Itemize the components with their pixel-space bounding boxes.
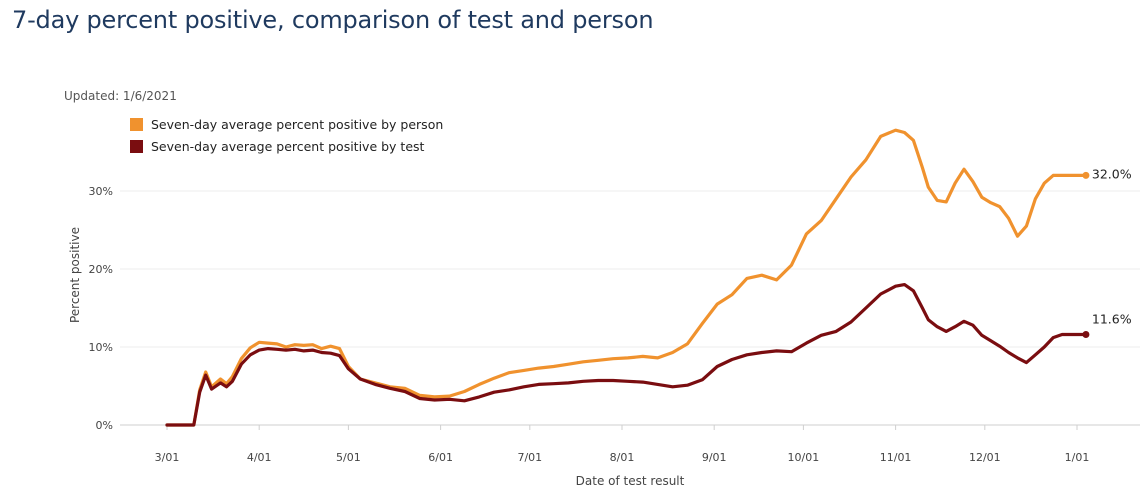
legend-label-person[interactable]: Seven-day average percent positive by pe… — [151, 117, 443, 132]
page-title: 7-day percent positive, comparison of te… — [12, 6, 654, 34]
x-tick-label: 6/01 — [428, 451, 453, 464]
updated-label: Updated: 1/6/2021 — [64, 89, 177, 103]
end-point-test — [1082, 331, 1090, 339]
y-tick-label: 30% — [89, 185, 113, 198]
legend-swatch-person — [130, 118, 143, 131]
x-tick-label: 12/01 — [969, 451, 1001, 464]
series-line-test — [165, 283, 1088, 427]
x-tick-label: 10/01 — [788, 451, 820, 464]
end-label-person: 32.0% — [1092, 166, 1132, 181]
x-tick-label: 1/01 — [1065, 451, 1090, 464]
series-lines — [165, 128, 1088, 427]
x-tick-label: 8/01 — [610, 451, 635, 464]
x-axis-ticks: 3/01 4/01 5/01 6/01 7/01 8/01 9/01 10/01 11/01 12… — [155, 425, 1090, 464]
x-tick-label: 3/01 — [155, 451, 180, 464]
end-point-person — [1082, 171, 1090, 179]
y-axis-label: Percent positive — [68, 227, 82, 323]
y-tick-label: 20% — [89, 263, 113, 276]
x-axis-label: Date of test result — [576, 474, 685, 488]
series-line-person — [165, 128, 1088, 427]
legend[interactable]: Seven-day average percent positive by pe… — [130, 117, 443, 154]
end-label-test: 11.6% — [1092, 312, 1132, 327]
y-tick-label: 0% — [96, 419, 113, 432]
y-axis-ticks: 0% 10% 20% 30% — [89, 185, 113, 432]
legend-label-test[interactable]: Seven-day average percent positive by te… — [151, 139, 425, 154]
end-labels: 32.0% 11.6% — [1082, 166, 1132, 339]
x-tick-label: 7/01 — [517, 451, 542, 464]
x-tick-label: 11/01 — [880, 451, 912, 464]
grid-lines — [120, 190, 1140, 426]
x-tick-label: 4/01 — [247, 451, 272, 464]
y-tick-label: 10% — [89, 341, 113, 354]
x-tick-label: 9/01 — [702, 451, 727, 464]
x-tick-label: 5/01 — [336, 451, 361, 464]
legend-swatch-test — [130, 140, 143, 153]
